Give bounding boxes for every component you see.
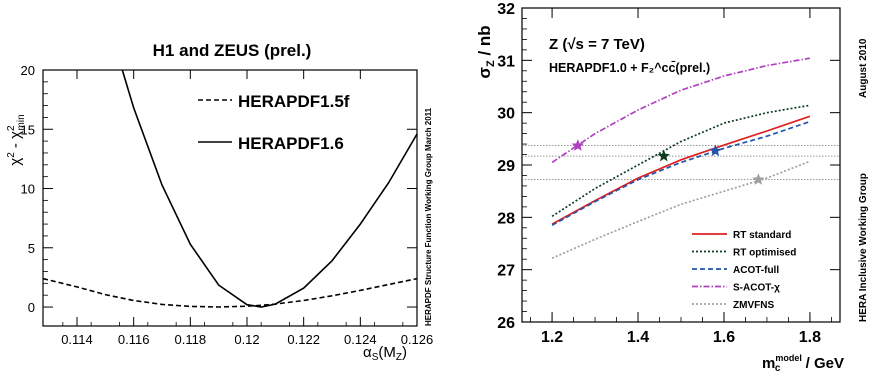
right-legend-label: ACOT-full <box>733 265 779 276</box>
right-chart-subtitle: HERAPDF1.0 + F₂^cc̄(prel.) <box>549 61 710 75</box>
right-chart-title: Z (√s = 7 TeV) <box>549 36 645 53</box>
left-legend-label: HERAPDF1.6 <box>238 134 344 153</box>
right-legend-label: RT standard <box>733 230 791 241</box>
right-legend-label: RT optimised <box>733 248 796 259</box>
left-x-tick-label: 0.118 <box>175 332 207 347</box>
left-x-tick-label: 0.124 <box>344 332 377 347</box>
right-y-axis-label: σZ / nb <box>475 25 497 78</box>
left-x-axis-label: αS(MZ) <box>363 344 407 363</box>
right-star-marker <box>657 149 670 162</box>
right-legend: RT standard RT optimised ACOT-full S-ACOT-χ… <box>692 230 796 311</box>
right-star-marker <box>709 144 722 157</box>
left-x-ticks: 0.114 0.116 0.118 0.12 0.122 0.124 0.126 <box>61 70 433 347</box>
left-y-tick-label: 20 <box>21 63 35 78</box>
right-legend-label: ZMVFNS <box>733 300 774 311</box>
left-chart: H1 and ZEUS (prel.) HERAPDF Structure Fu… <box>6 41 433 363</box>
right-series-line-ZMVFNS <box>551 160 811 259</box>
left-series <box>42 69 418 308</box>
left-chart-title: H1 and ZEUS (prel.) <box>153 41 312 60</box>
left-x-tick-label: 0.114 <box>61 332 93 347</box>
left-y-tick-label: 15 <box>21 122 35 137</box>
right-y-tick-label: 32 <box>497 1 515 18</box>
right-markers <box>571 139 765 185</box>
right-y-tick-label: 29 <box>497 158 515 175</box>
right-y-tick-label: 27 <box>497 263 515 280</box>
right-side-note-top: August 2010 <box>858 38 869 98</box>
right-series-line-ACOT-full <box>551 120 811 226</box>
left-x-tick-label: 0.126 <box>401 332 434 347</box>
left-x-tick-label: 0.122 <box>287 332 320 347</box>
right-series-line-RT optimised <box>551 104 811 218</box>
right-x-axis-label: mmodel c / GeV <box>762 353 844 374</box>
left-legend: HERAPDF1.5f HERAPDF1.6 <box>198 92 350 153</box>
left-legend-label: HERAPDF1.5f <box>238 92 350 111</box>
right-x-ticks: 1.2 1.4 1.6 1.8 <box>530 8 832 346</box>
right-star-marker <box>571 139 584 151</box>
right-series <box>551 57 811 259</box>
left-plot-frame <box>42 69 418 327</box>
left-y-tick-label: 0 <box>28 300 35 315</box>
left-y-axis-label: χ2 - χ2min <box>6 114 27 165</box>
left-y-tick-label: 5 <box>28 241 35 256</box>
right-legend-label: S-ACOT-χ <box>733 283 780 294</box>
left-y-ticks: 0 5 10 15 20 <box>21 63 417 315</box>
left-series-line-HERAPDF1.5f <box>42 277 418 308</box>
left-x-tick-label: 0.116 <box>118 332 150 347</box>
right-series-line-RT standard <box>551 115 811 225</box>
left-x-tick-label: 0.12 <box>234 332 259 347</box>
right-series-line-S-ACOT-χ <box>551 57 811 164</box>
right-x-tick-label: 1.4 <box>627 329 649 346</box>
right-y-tick-label: 31 <box>497 53 515 70</box>
right-plot-frame <box>521 7 841 323</box>
right-x-tick-label: 1.2 <box>541 329 563 346</box>
right-y-tick-label: 28 <box>497 210 515 227</box>
left-side-note: HERAPDF Structure Function Working Group… <box>424 107 433 326</box>
left-y-tick-label: 10 <box>21 182 35 197</box>
right-star-marker <box>752 173 765 185</box>
right-x-tick-label: 1.8 <box>799 329 821 346</box>
left-series-line-HERAPDF1.6 <box>121 69 418 308</box>
right-side-note: HERA Inclusive Working Group <box>858 173 869 322</box>
right-y-tick-label: 30 <box>497 106 515 123</box>
right-chart: Z (√s = 7 TeV) HERAPDF1.0 + F₂^cc̄(prel.… <box>475 1 869 374</box>
right-x-tick-label: 1.6 <box>713 329 735 346</box>
right-y-ticks: 26 27 28 29 30 31 32 <box>497 1 840 332</box>
right-y-tick-label: 26 <box>497 315 515 332</box>
